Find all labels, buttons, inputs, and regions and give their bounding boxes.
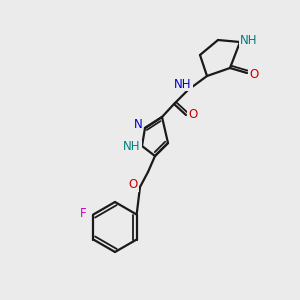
Text: N: N (134, 118, 142, 131)
Text: NH: NH (174, 77, 192, 91)
Text: F: F (80, 207, 87, 220)
Text: O: O (249, 68, 259, 80)
Text: O: O (128, 178, 138, 191)
Text: NH: NH (123, 140, 141, 154)
Text: O: O (188, 107, 198, 121)
Text: NH: NH (240, 34, 258, 46)
